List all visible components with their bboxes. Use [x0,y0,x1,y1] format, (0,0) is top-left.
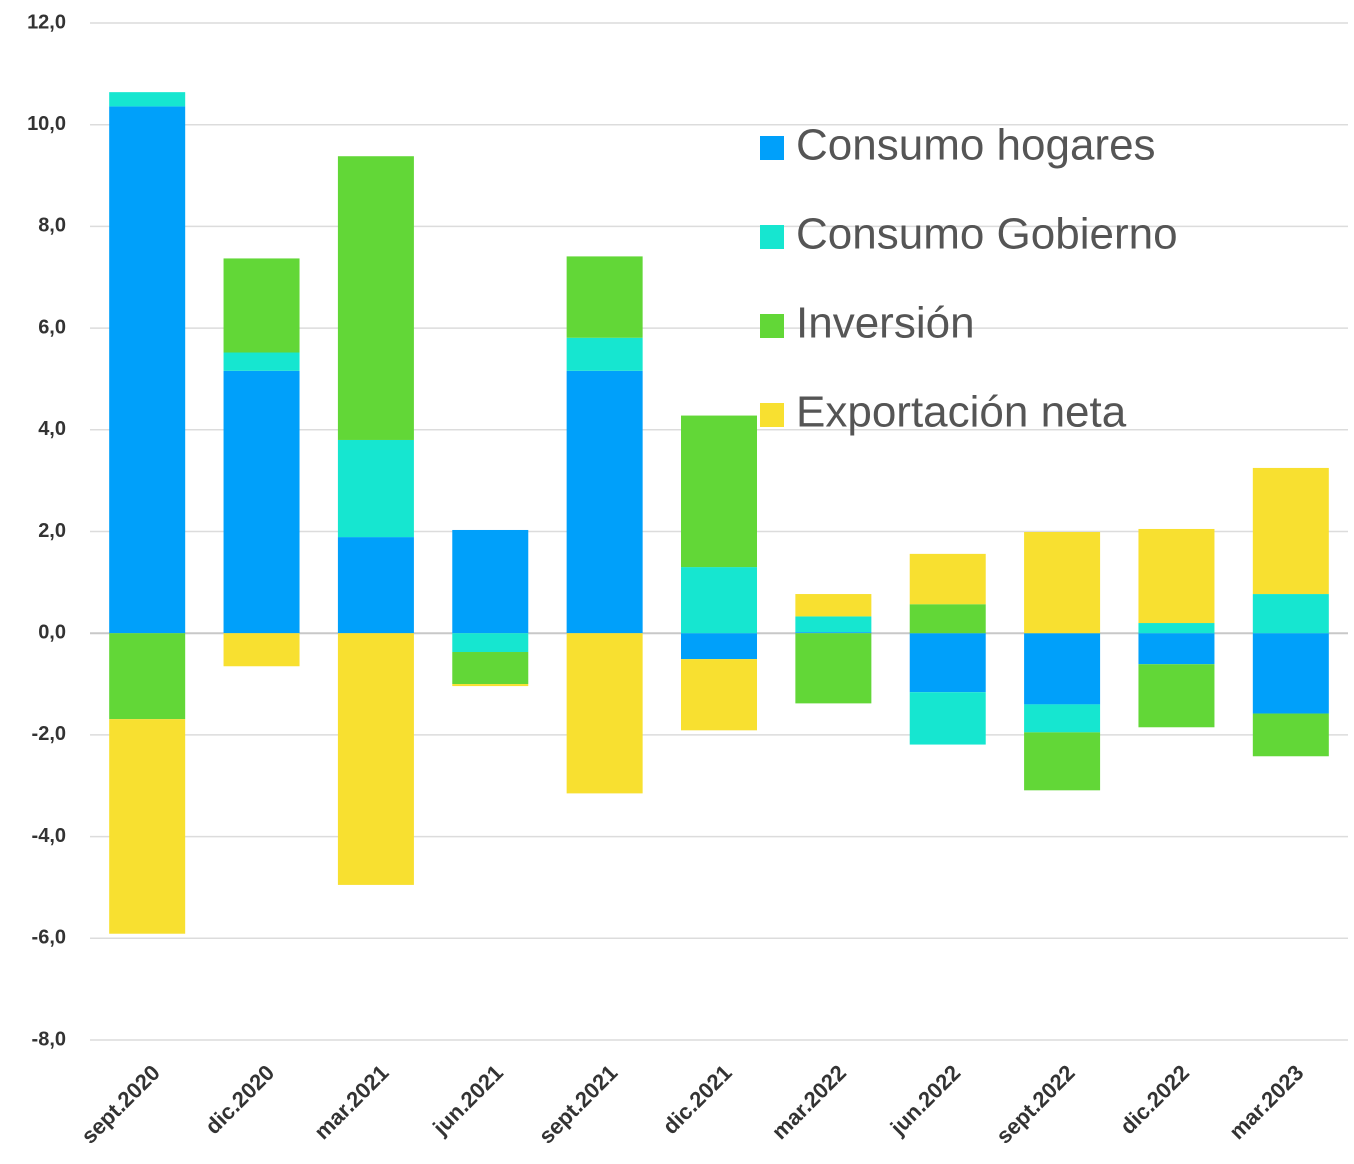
x-tick-label: mar.2022 [767,1060,851,1144]
y-tick-label: -2,0 [32,723,66,745]
bar-segment [223,352,300,371]
x-tick-label: dic.2020 [200,1060,279,1139]
bar-segment [1252,594,1329,634]
legend-swatch [760,136,784,160]
bar-segment [909,633,986,693]
bar-segment [223,633,300,667]
y-tick-label: 4,0 [38,418,66,440]
x-tick-label: dic.2021 [658,1060,737,1139]
bar-segment [337,537,414,634]
bar-segment [1024,704,1101,733]
x-tick-label: mar.2021 [309,1060,393,1144]
bar-segment [337,633,414,885]
x-tick-label: jun.2022 [885,1060,966,1141]
legend-swatch [760,225,784,249]
legend-swatch [760,314,784,338]
bar-segment [1252,633,1329,714]
bar-segment [1138,633,1215,665]
bar-segment [566,370,643,634]
legend-label: Exportación neta [796,388,1127,437]
y-tick-label: 8,0 [38,215,66,237]
bar-segment [109,106,186,634]
bar-segment [223,258,300,353]
bar-segment [909,604,986,634]
bar-segment [1138,528,1215,624]
x-tick-label: jun.2021 [427,1060,508,1141]
bar-segment [1252,713,1329,757]
bar-segment [1138,664,1215,728]
y-tick-label: 2,0 [38,520,66,542]
bar-segment [1024,532,1101,634]
bar-segment [452,652,529,685]
bar-segment [109,92,186,107]
bar-segment [795,633,872,704]
legend-label: Consumo Gobierno [796,210,1178,259]
y-tick-label: 10,0 [27,113,66,135]
bar-segment [909,692,986,745]
x-tick-label: dic.2022 [1115,1060,1194,1139]
y-tick-label: 0,0 [38,621,66,643]
bar-segment [223,370,300,634]
x-tick-label: sept.2022 [991,1060,1080,1149]
y-tick-label: 6,0 [38,316,66,338]
bar-segment [795,594,872,617]
legend-label: Inversión [796,299,975,348]
bar-segment [1138,623,1215,634]
bar-segment [109,719,186,934]
bar-segment [337,156,414,440]
bar-segment [566,256,643,338]
y-tick-label: -4,0 [32,825,66,847]
bar-segment [109,633,186,720]
bar-segment [795,616,872,633]
bar-segment [1252,467,1329,595]
y-tick-label: -6,0 [32,927,66,949]
bar-segment [681,567,757,634]
y-tick-label: 12,0 [27,11,66,33]
bar-segment [795,632,872,634]
legend-label: Consumo hogares [796,121,1156,170]
bar-segment [681,415,757,568]
bar-segment [566,337,643,371]
bar-segment [1024,732,1101,791]
bar-segment [681,659,757,731]
bar-segment [452,633,529,653]
y-tick-label: -8,0 [32,1028,66,1050]
x-tick-label: mar.2023 [1224,1060,1308,1144]
bar-segment [909,553,986,605]
x-tick-label: sept.2021 [534,1060,623,1149]
x-tick-label: sept.2020 [76,1060,165,1149]
bar-segment [337,439,414,538]
bar-segment [1024,633,1101,705]
legend-swatch [760,403,784,427]
bar-segment [566,633,643,794]
bar-segment [681,633,757,660]
bar-segment [452,529,529,634]
bar-segment [452,684,529,687]
